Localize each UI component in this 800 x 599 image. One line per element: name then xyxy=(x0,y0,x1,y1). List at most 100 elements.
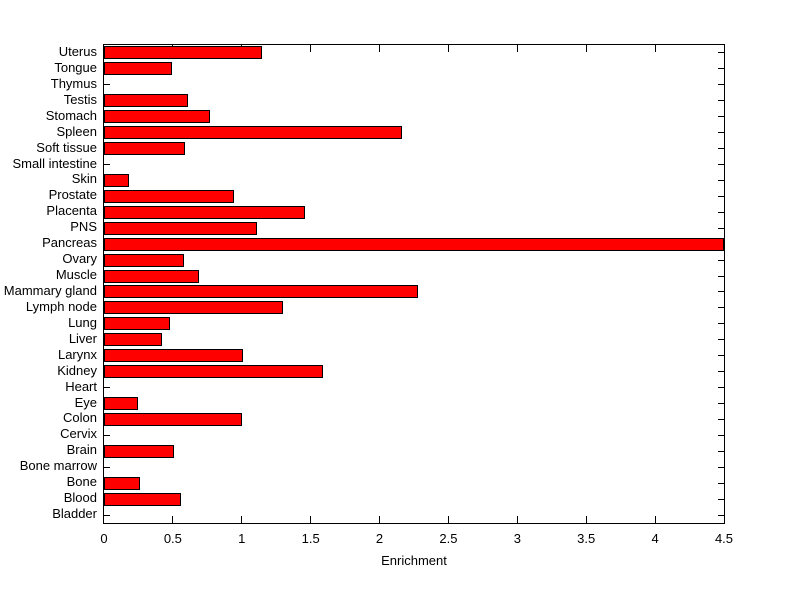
y-tick xyxy=(718,482,724,484)
x-tick-label: 2 xyxy=(375,531,384,546)
y-tick-label: Larynx xyxy=(57,346,97,362)
x-tick-label: 0.5 xyxy=(163,531,182,546)
y-tick-label: Soft tissue xyxy=(36,139,97,155)
y-tick-label: Bladder xyxy=(52,506,97,522)
bar-stomach xyxy=(104,110,211,124)
y-tick-label: Tongue xyxy=(54,59,97,75)
x-tick xyxy=(172,516,174,523)
x-tick xyxy=(585,45,587,52)
x-tick xyxy=(379,45,381,52)
y-tick-label: Brain xyxy=(66,442,97,458)
bar-blood xyxy=(104,492,182,506)
y-tick xyxy=(718,307,724,309)
x-tick xyxy=(654,45,656,52)
y-tick-label: Cervix xyxy=(60,426,97,442)
x-tick xyxy=(447,45,449,52)
y-tick-label: Colon xyxy=(63,410,97,426)
y-tick xyxy=(718,355,724,357)
y-tick-label: Blood xyxy=(63,490,97,506)
y-tick xyxy=(718,275,724,277)
x-tick xyxy=(447,516,449,523)
bar-liver xyxy=(104,333,162,347)
y-tick-label: Spleen xyxy=(56,123,97,139)
y-tick xyxy=(104,84,110,86)
bar-mammary-gland xyxy=(104,285,419,299)
y-tick-label: Stomach xyxy=(45,107,97,123)
bar-muscle xyxy=(104,269,200,283)
y-tick xyxy=(718,164,724,165)
y-tick-label: Heart xyxy=(65,378,97,394)
y-tick-label: Small intestine xyxy=(12,155,97,171)
y-tick xyxy=(718,52,724,54)
y-tick xyxy=(718,371,724,373)
y-tick xyxy=(718,450,724,452)
y-tick xyxy=(718,498,724,500)
x-tick-label: 1 xyxy=(238,531,246,546)
x-tick xyxy=(310,516,312,523)
bar-placenta xyxy=(104,205,306,219)
x-tick-label: 2.5 xyxy=(439,531,458,546)
y-tick-label: PNS xyxy=(70,219,97,235)
bar-larynx xyxy=(104,349,244,363)
y-tick xyxy=(718,179,724,181)
y-tick-label: Pancreas xyxy=(42,235,97,251)
x-tick xyxy=(241,516,243,523)
x-tick-label: 3.5 xyxy=(577,531,596,546)
y-tick xyxy=(104,387,110,389)
y-tick-label: Mammary gland xyxy=(3,282,97,298)
y-tick-label: Placenta xyxy=(46,203,97,219)
x-tick xyxy=(516,45,518,52)
bar-soft-tissue xyxy=(104,142,186,156)
plot-area xyxy=(103,44,725,524)
y-tick xyxy=(718,514,724,516)
bar-skin xyxy=(104,173,129,187)
bar-lung xyxy=(104,317,171,331)
y-tick xyxy=(104,164,110,165)
bar-pancreas xyxy=(104,237,724,251)
y-tick-label: Ovary xyxy=(62,251,97,267)
y-tick xyxy=(718,466,724,468)
y-tick xyxy=(718,68,724,70)
y-tick-label: Muscle xyxy=(55,267,97,283)
bar-bone xyxy=(104,476,140,490)
x-tick-label: 3 xyxy=(513,531,521,546)
x-tick-label: 0 xyxy=(100,531,108,546)
y-tick xyxy=(718,403,724,404)
y-tick-label: Eye xyxy=(74,394,97,410)
bar-prostate xyxy=(104,189,234,203)
bar-uterus xyxy=(104,46,263,60)
y-tick-label: Kidney xyxy=(57,362,97,378)
bar-colon xyxy=(104,412,242,426)
x-tick xyxy=(654,516,656,523)
bar-tongue xyxy=(104,62,172,76)
y-tick-label: Prostate xyxy=(48,187,97,203)
y-tick xyxy=(718,84,724,86)
y-tick-label: Uterus xyxy=(58,43,97,59)
y-tick xyxy=(718,291,724,293)
y-tick-label: Liver xyxy=(68,330,97,346)
y-tick-label: Testis xyxy=(63,91,97,107)
y-tick xyxy=(718,211,724,213)
y-tick xyxy=(718,100,724,102)
x-tick-label: 4 xyxy=(651,531,659,546)
y-tick xyxy=(104,466,110,468)
y-tick xyxy=(718,387,724,389)
y-tick xyxy=(718,339,724,341)
bar-testis xyxy=(104,94,189,108)
bar-ovary xyxy=(104,253,184,267)
x-axis-label: Enrichment xyxy=(381,553,447,568)
bar-spleen xyxy=(104,126,402,140)
y-tick xyxy=(104,514,110,516)
y-tick-label: Bone marrow xyxy=(19,458,97,474)
y-tick xyxy=(718,259,724,261)
y-tick xyxy=(718,323,724,325)
x-tick xyxy=(310,45,312,52)
y-tick xyxy=(718,195,724,197)
bar-lymph-node xyxy=(104,301,284,315)
y-tick xyxy=(718,148,724,150)
bar-brain xyxy=(104,444,175,458)
y-tick xyxy=(718,227,724,229)
x-tick xyxy=(516,516,518,523)
y-tick-label: Bone xyxy=(66,474,97,490)
